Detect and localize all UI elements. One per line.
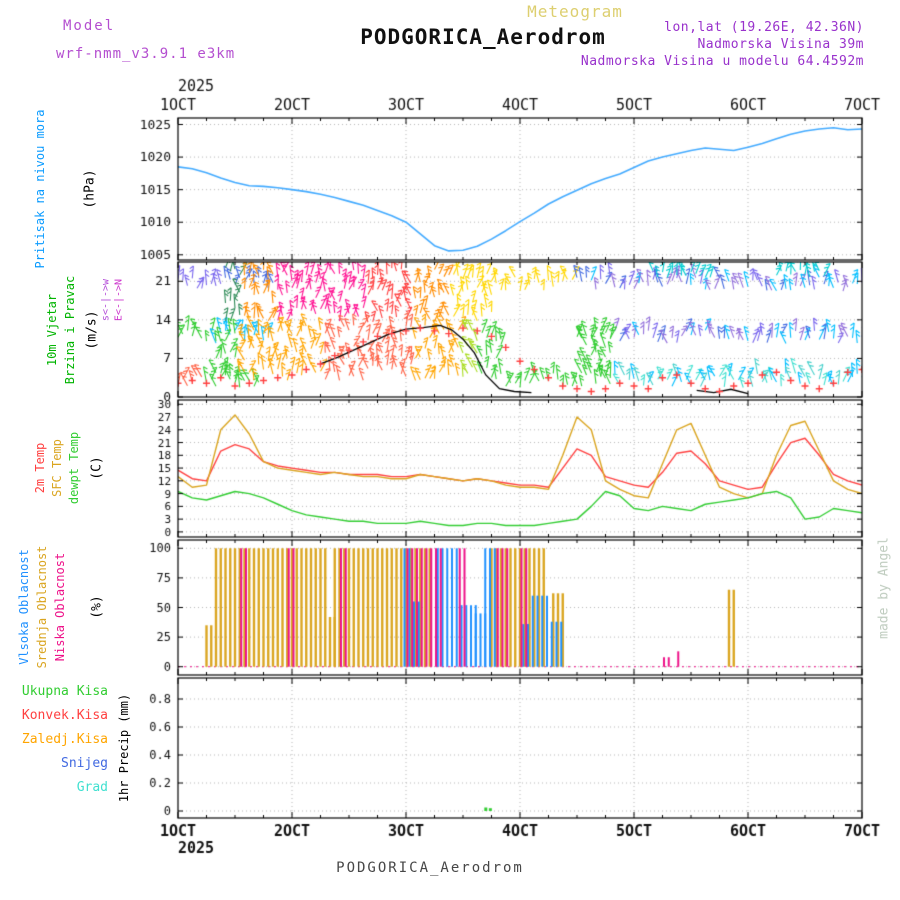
precip-convective-label: Konvek.Kisa <box>21 708 108 723</box>
wind-direction-legend-ns: E<-|->N <box>113 278 125 322</box>
lonlat-text: lon,lat (19.26E, 42.36N) <box>664 20 864 35</box>
cloud-mid-label: Srednja Oblacnost <box>35 545 49 669</box>
footer-station: PODGORICA_Aerodrom <box>336 860 524 876</box>
wind-axis-label-1: 10m Vjetar <box>45 293 59 367</box>
elevation-text: Nadmorska Visina 39m <box>697 37 864 52</box>
credit: made by Angel <box>876 537 892 639</box>
wind-axis-label-2: Brzina i Pravac <box>63 275 77 385</box>
cloud-unit-label: (%) <box>89 595 105 619</box>
cloud-high-label: Vlsoka Oblacnost <box>17 549 31 665</box>
precip-hail-label: Grad <box>76 780 108 795</box>
precip-unit-label: 1hr Precip (mm) <box>117 693 131 803</box>
temp-dewpt-label: dewpt Temp <box>67 431 81 505</box>
wind-direction-legend-we: s<-|->w <box>100 278 112 322</box>
model-elevation-text: Nadmorska Visina u modelu 64.4592m <box>580 54 864 69</box>
pressure-unit-label: (hPa) <box>82 169 98 209</box>
model-label: Model <box>63 18 116 34</box>
wind-unit-label: (m/s) <box>84 310 100 350</box>
temp-unit-label: (C) <box>89 456 105 480</box>
cloud-low-label: Niska Oblacnost <box>53 552 67 662</box>
temp-2m-label: 2m Temp <box>33 442 47 494</box>
precip-freezing-label: Zaledj.Kisa <box>21 732 108 747</box>
precip-total-label: Ukupna Kisa <box>21 684 108 699</box>
model-name: wrf-nmm_v3.9.1 e3km <box>56 46 236 62</box>
pressure-axis-label: Pritisak na nivou mora <box>33 109 47 269</box>
watermark: Meteogram <box>527 2 623 21</box>
temp-sfc-label: SFC Temp <box>50 439 64 497</box>
precip-snow-label: Snijeg <box>61 756 108 771</box>
station-title: PODGORICA_Aerodrom <box>360 25 606 49</box>
